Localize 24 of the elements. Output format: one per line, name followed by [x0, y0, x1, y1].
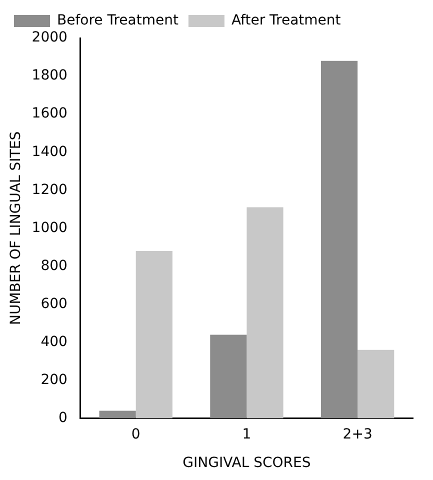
- y-tick-label: 0: [58, 410, 68, 426]
- y-axis-title: NUMBER OF LINGUAL SITES: [8, 131, 24, 325]
- x-tick-label: 1: [242, 426, 252, 442]
- bar: [99, 410, 136, 418]
- y-tick-label: 1000: [32, 220, 68, 236]
- y-tick-label: 400: [40, 334, 68, 350]
- bar: [358, 350, 394, 418]
- bar: [210, 334, 247, 418]
- legend-label: Before Treatment: [57, 12, 179, 29]
- y-tick-label: 800: [40, 258, 68, 274]
- x-axis-title: GINGIVAL SCORES: [182, 455, 311, 472]
- bar: [320, 60, 358, 418]
- bar: [136, 251, 172, 418]
- y-tick-label: 1200: [32, 182, 68, 198]
- legend-label: After Treatment: [231, 12, 342, 29]
- y-tick-label: 600: [40, 296, 68, 312]
- y-tick-label: 1600: [32, 106, 68, 122]
- x-tick-label: 2+3: [342, 426, 372, 442]
- y-tick-label: 200: [40, 372, 68, 388]
- y-tick-label: 1400: [32, 144, 68, 160]
- x-tick-label: 0: [131, 426, 140, 442]
- y-tick-label: 2000: [32, 30, 68, 46]
- y-tick-label: 1800: [32, 68, 68, 84]
- bar: [246, 207, 284, 418]
